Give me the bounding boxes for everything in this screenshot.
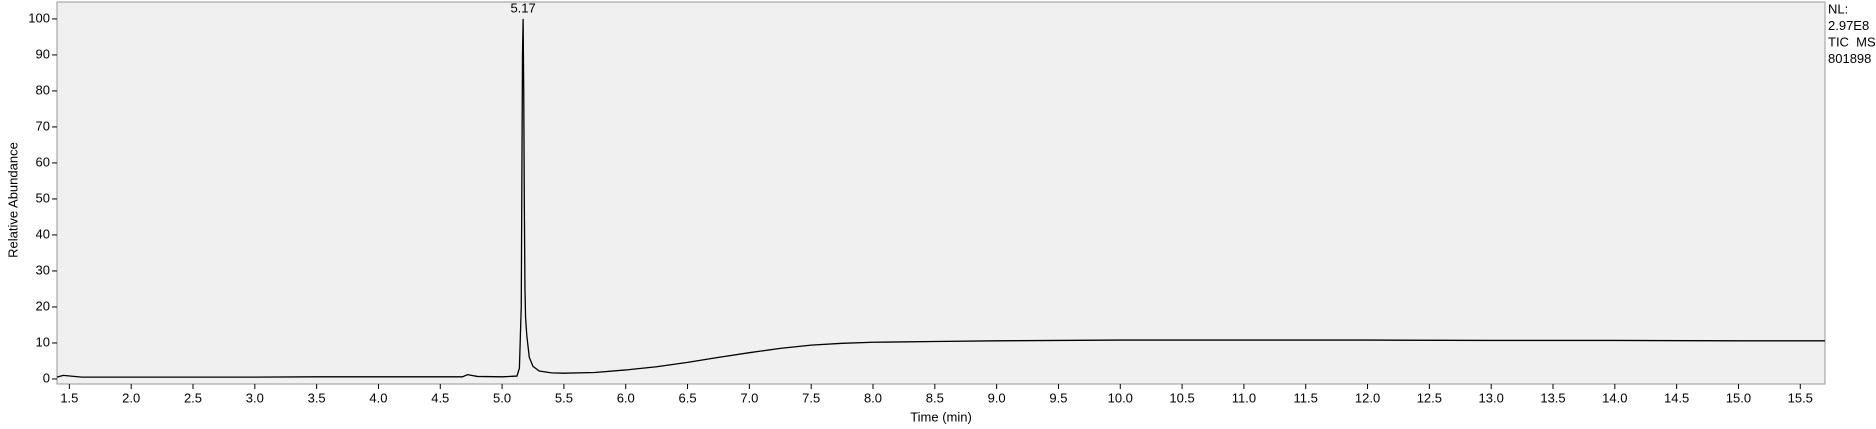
y-axis-label: Relative Abundance: [5, 142, 20, 258]
info-text: 2.97E8: [1828, 18, 1869, 33]
info-text: 801898: [1828, 51, 1871, 66]
x-tick-label: 13.0: [1479, 390, 1504, 405]
x-tick-label: 8.5: [926, 390, 944, 405]
y-tick-label: 80: [36, 82, 50, 97]
x-tick-label: 10.0: [1108, 390, 1133, 405]
y-tick-label: 60: [36, 154, 50, 169]
x-tick-label: 11.0: [1232, 390, 1256, 405]
info-text: NL:: [1828, 1, 1848, 16]
x-tick-label: 5.5: [555, 390, 573, 405]
x-axis-label: Time (min): [910, 409, 972, 424]
trace: [56, 18, 1825, 378]
x-tick-label: 12.0: [1355, 390, 1380, 405]
y-tick-label: 50: [36, 190, 50, 205]
x-tick-label: 5.0: [493, 390, 511, 405]
x-tick-label: 3.0: [246, 390, 264, 405]
x-tick-label: 2.0: [122, 390, 140, 405]
x-tick-label: 2.5: [184, 390, 202, 405]
x-tick-label: 8.0: [864, 390, 882, 405]
x-tick-label: 15.0: [1726, 390, 1751, 405]
x-tick-label: 6.0: [617, 390, 635, 405]
y-tick-label: 20: [36, 298, 50, 313]
x-tick-label: 7.5: [802, 390, 820, 405]
y-tick-label: 100: [28, 10, 50, 25]
y-tick-label: 70: [36, 118, 50, 133]
x-tick-label: 14.5: [1664, 390, 1689, 405]
x-tick-label: 6.5: [679, 390, 697, 405]
x-tick-label: 12.5: [1417, 390, 1442, 405]
x-tick-label: 4.0: [369, 390, 387, 405]
x-tick-label: 3.5: [308, 390, 326, 405]
x-tick-label: 10.5: [1169, 390, 1194, 405]
x-tick-label: 4.5: [431, 390, 449, 405]
x-tick-label: 9.5: [1049, 390, 1067, 405]
x-tick-label: 7.0: [740, 390, 758, 405]
x-tick-label: 11.5: [1294, 390, 1318, 405]
peak-label: 5.17: [510, 0, 535, 15]
plot-area: [56, 1, 1826, 385]
x-tick-label: 13.5: [1540, 390, 1565, 405]
x-tick-label: 14.0: [1602, 390, 1627, 405]
y-tick-label: 90: [36, 46, 50, 61]
y-tick-label: 40: [36, 226, 50, 241]
y-tick-label: 0: [43, 370, 50, 385]
x-tick-label: 9.0: [988, 390, 1006, 405]
y-tick-label: 30: [36, 262, 50, 277]
info-text: TIC MS: [1828, 34, 1876, 49]
y-tick-label: 10: [36, 334, 50, 349]
x-tick-label: 1.5: [60, 390, 78, 405]
x-tick-label: 15.5: [1788, 390, 1813, 405]
